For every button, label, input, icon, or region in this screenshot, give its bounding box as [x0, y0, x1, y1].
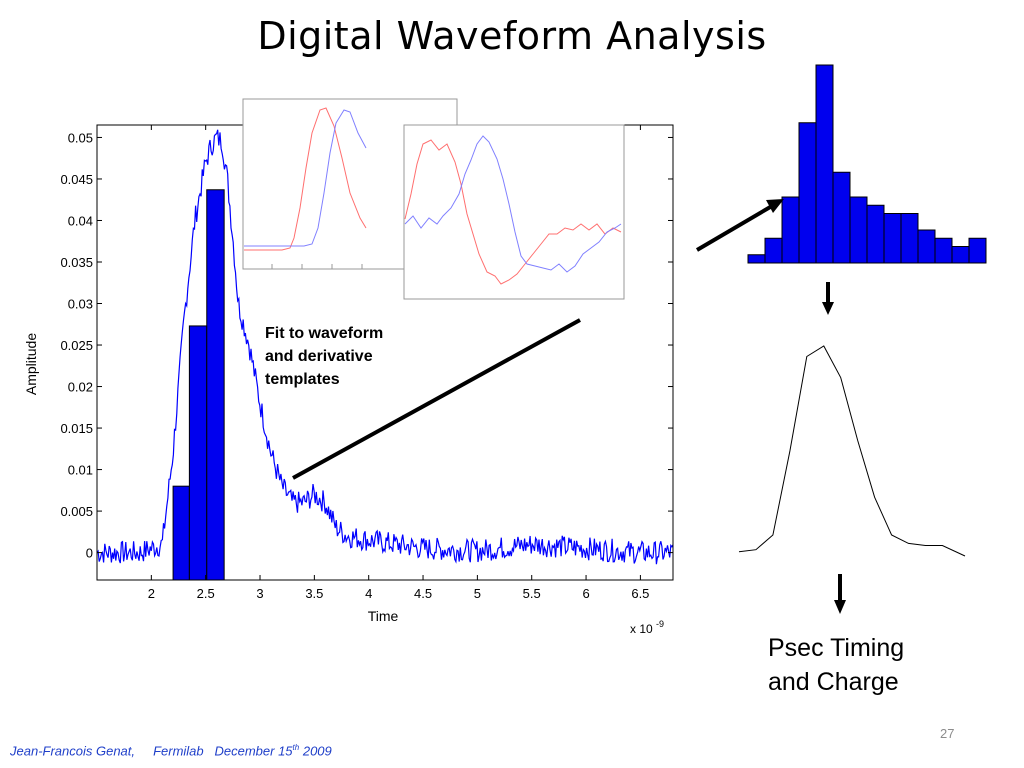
y-tick-label-6: 0.03	[68, 297, 93, 312]
x-tick-label-2: 3	[256, 586, 263, 601]
footer-year: 2009	[302, 743, 332, 759]
result-line-1: Psec Timing	[768, 634, 905, 662]
main-signal-line	[96, 129, 674, 565]
x-tick-label-3: 3.5	[305, 586, 323, 601]
x-tick-label-8: 6	[582, 586, 589, 601]
footer: Jean-Francois Genat, Fermilab December 1…	[10, 743, 332, 758]
y-tick-label-4: 0.02	[68, 380, 93, 395]
timing-histogram	[747, 64, 987, 264]
x-tick-label-4: 4	[365, 586, 372, 601]
x-multiplier-label: x 10 -9	[630, 619, 664, 636]
arrow-down-1-head	[822, 302, 834, 315]
y-tick-label-3: 0.015	[60, 421, 93, 436]
y-ticks: 0 0.005 0.01 0.015 0.02 0.025 0.03 0.035 0.04 0.0…	[60, 130, 673, 561]
main-bars	[172, 189, 225, 581]
x-tick-label-1: 2.5	[197, 586, 215, 601]
histogram-bar-13	[968, 237, 987, 264]
fitted-pulse-line	[738, 345, 966, 557]
annotation-connector-line	[292, 318, 581, 480]
y-tick-label-2: 0.01	[68, 463, 93, 478]
page-number: 27	[940, 726, 955, 741]
slide-title: Digital Waveform Analysis	[257, 14, 767, 58]
footer-date: December 15	[214, 743, 293, 759]
x-tick-label-7: 5.5	[523, 586, 541, 601]
derivative-inset	[403, 124, 625, 300]
y-tick-label-1: 0.005	[60, 504, 93, 519]
footer-date-sup: th	[292, 743, 300, 752]
x-tick-label-0: 2	[148, 586, 155, 601]
y-tick-label-5: 0.025	[60, 338, 93, 353]
y-tick-label-8: 0.04	[68, 213, 93, 228]
arrow-down-2-head	[834, 600, 846, 614]
x-multiplier-exp: -9	[656, 619, 664, 629]
template-inset-ticks	[271, 264, 363, 269]
derivative-blue-line	[404, 135, 622, 273]
annotation-line-1: Fit to waveform	[265, 325, 384, 342]
annotation-line-2: and derivative	[265, 348, 373, 365]
fit-annotation: Fit to waveform and derivative templates	[265, 322, 383, 391]
derivative-red-line	[404, 139, 622, 285]
x-tick-label-5: 4.5	[414, 586, 432, 601]
result-label: Psec Timing and Charge	[768, 631, 904, 699]
derivative-inset-frame	[403, 124, 625, 300]
histogram-bars	[747, 64, 987, 264]
x-ticks: 2 2.5 3 3.5 4 4.5 5 5.5 6 6.5	[148, 125, 649, 601]
template-blue-line	[244, 109, 367, 247]
result-line-2: and Charge	[768, 668, 899, 696]
fitted-pulse-chart	[738, 345, 966, 557]
annotation-line-3: templates	[265, 371, 340, 388]
y-tick-label-7: 0.035	[60, 255, 93, 270]
x-axis-label: Time	[368, 608, 399, 624]
y-axis-label: Amplitude	[23, 333, 39, 395]
footer-lab: Fermilab	[153, 743, 204, 759]
x-multiplier-base: x 10	[630, 622, 653, 636]
y-tick-label-9: 0.045	[60, 172, 93, 187]
x-tick-label-6: 5	[474, 586, 481, 601]
arrow-to-histogram-head	[766, 199, 784, 213]
arrow-to-histogram-shaft	[695, 204, 774, 252]
footer-author: Jean-Francois Genat,	[10, 743, 136, 759]
y-tick-label-0: 0	[86, 546, 93, 561]
y-tick-label-10: 0.05	[68, 130, 93, 145]
x-tick-label-9: 6.5	[631, 586, 649, 601]
histogram-bar-4	[815, 64, 834, 264]
